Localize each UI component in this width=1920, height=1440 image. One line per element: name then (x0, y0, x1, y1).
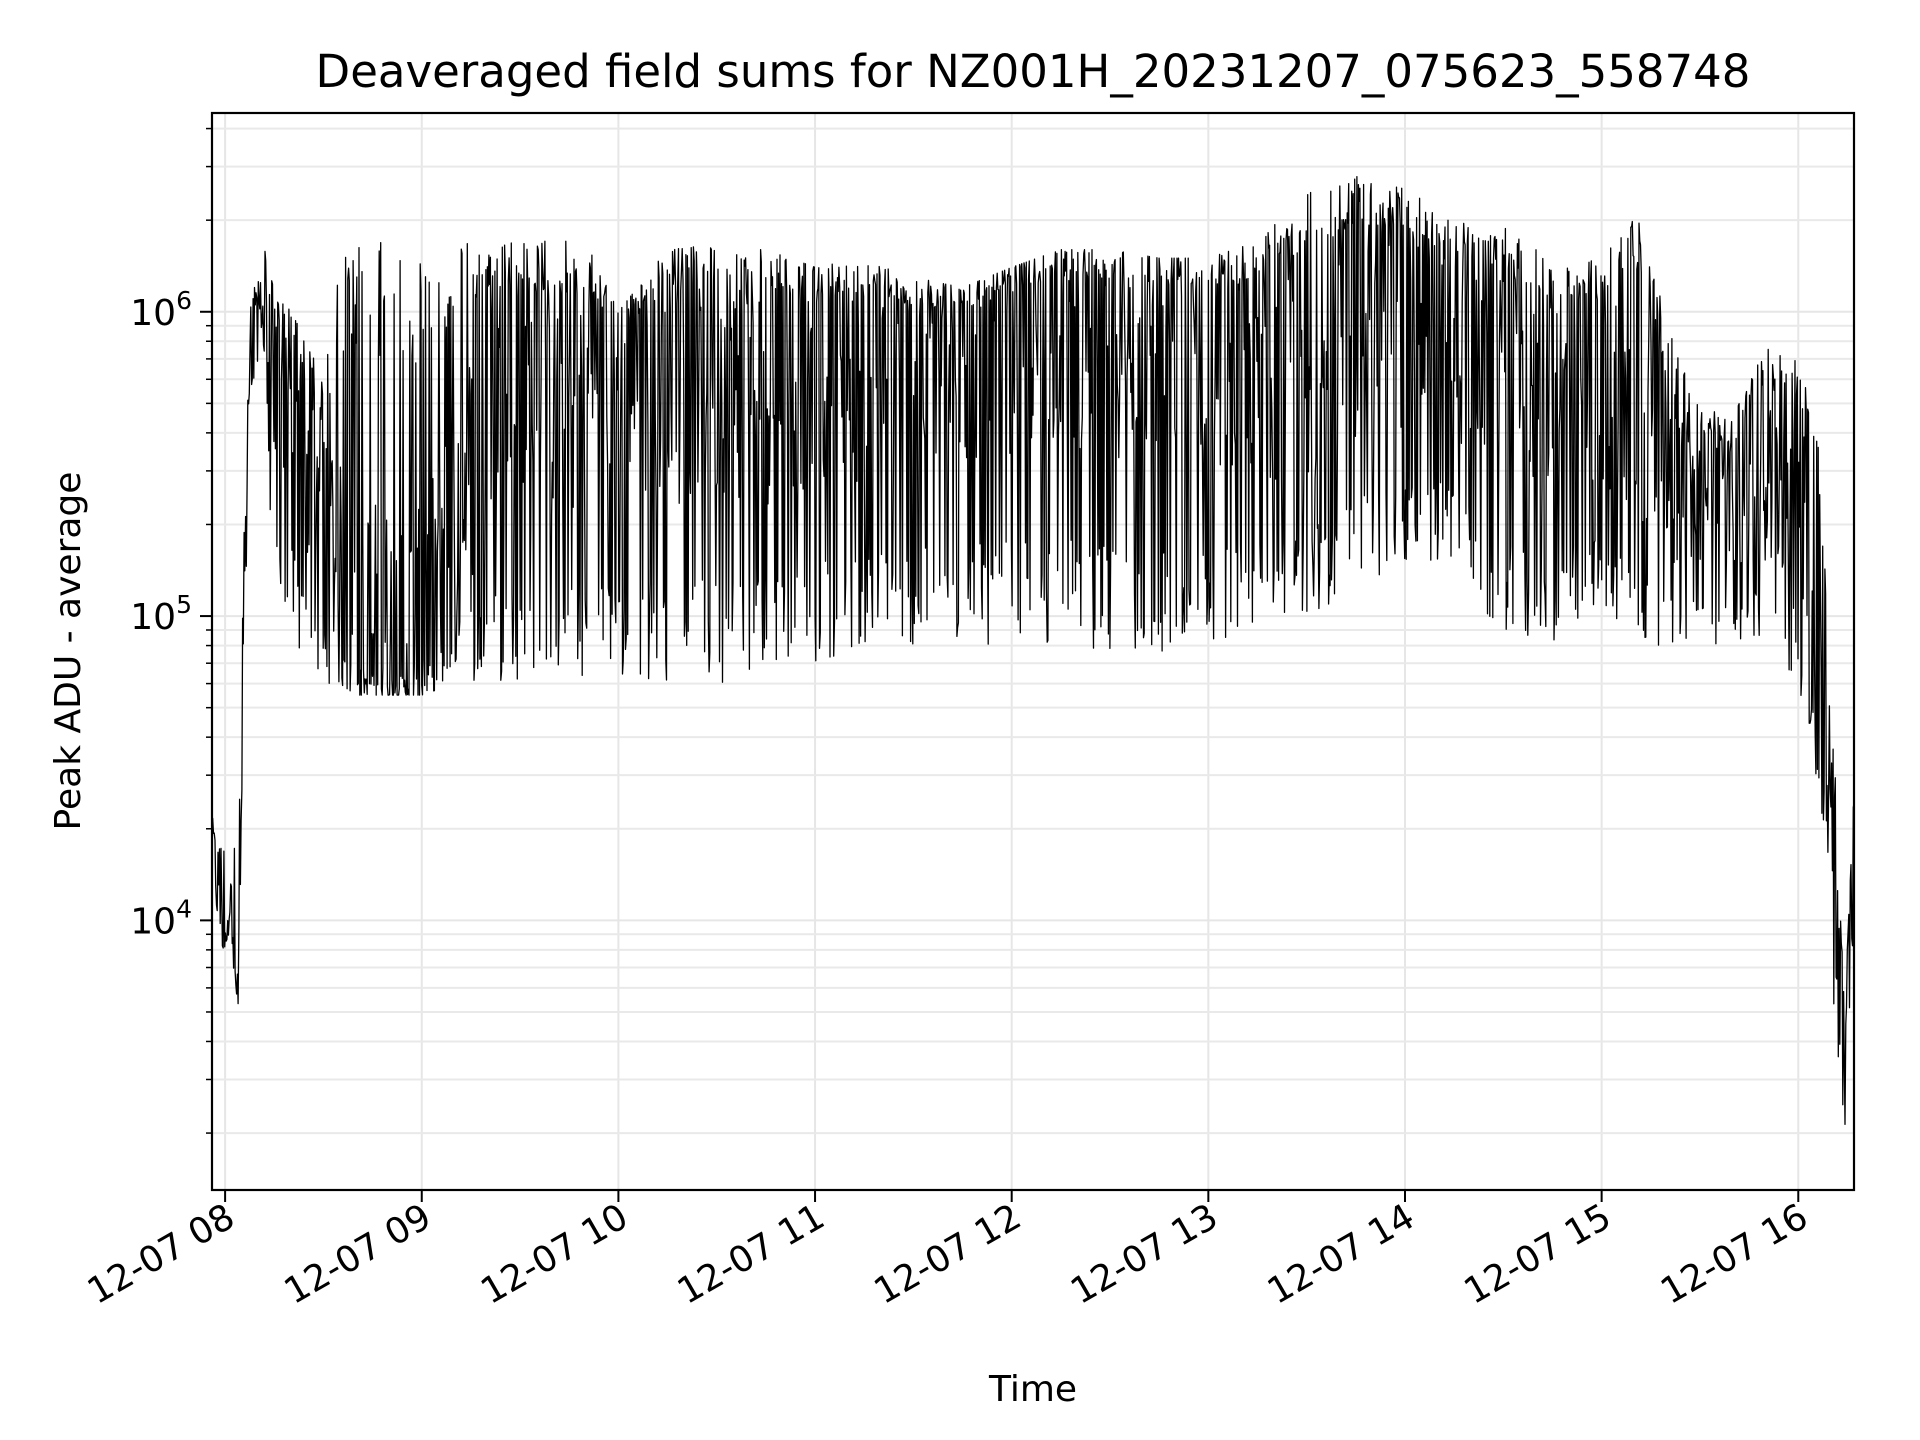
x-axis-label: Time (988, 1369, 1077, 1410)
y-axis-label: Peak ADU - average (48, 472, 89, 831)
y-tick-label: 106 (130, 286, 192, 334)
y-tick-label: 105 (130, 590, 192, 638)
plot-frame (210, 111, 1856, 1192)
series-line-path (211, 176, 1855, 1126)
y-axis: 104 105 106 (130, 127, 212, 1134)
chart-title: Deaveraged field sums for NZ001H_2023120… (316, 45, 1751, 98)
series-line (211, 176, 1855, 1126)
y-tick-label: 104 (130, 894, 192, 942)
plot-area (210, 111, 1856, 1192)
